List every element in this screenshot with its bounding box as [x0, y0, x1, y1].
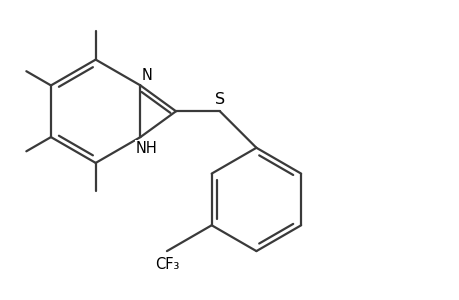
Text: NH: NH — [135, 141, 157, 156]
Text: N: N — [141, 68, 152, 82]
Text: S: S — [214, 92, 224, 107]
Text: CF₃: CF₃ — [154, 256, 179, 272]
